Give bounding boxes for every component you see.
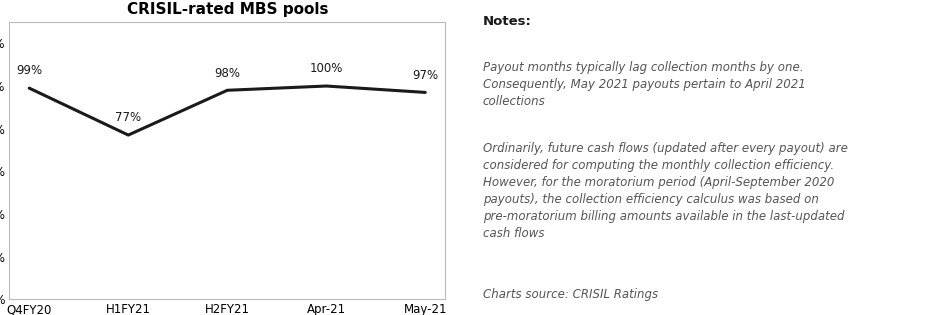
Text: 98%: 98% (214, 66, 241, 80)
Text: Notes:: Notes: (483, 15, 531, 28)
Text: 99%: 99% (16, 65, 43, 77)
Text: 97%: 97% (412, 69, 438, 82)
Text: Ordinarily, future cash flows (updated after every payout) are
considered for co: Ordinarily, future cash flows (updated a… (483, 142, 848, 240)
Text: 100%: 100% (310, 62, 343, 75)
Text: Charts source: CRISIL Ratings: Charts source: CRISIL Ratings (483, 288, 658, 301)
Text: Payout months typically lag collection months by one.
Consequently, May 2021 pay: Payout months typically lag collection m… (483, 61, 806, 108)
Text: 77%: 77% (116, 112, 141, 124)
Title: CRISIL-rated MBS pools: CRISIL-rated MBS pools (127, 2, 328, 17)
